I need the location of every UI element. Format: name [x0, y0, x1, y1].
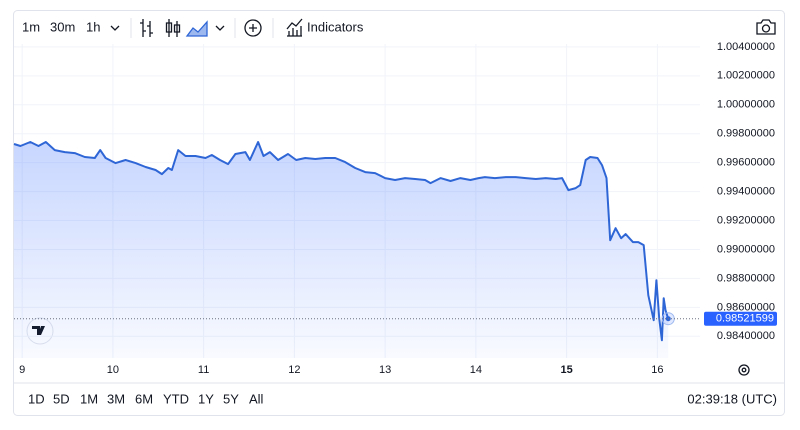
- y-tick-label: 0.99200000: [717, 214, 775, 226]
- y-tick-label: 0.99800000: [717, 128, 775, 140]
- indicators-button[interactable]: Indicators: [307, 19, 364, 34]
- x-tick-label: 15: [560, 364, 572, 376]
- last-price-badge: [704, 311, 777, 326]
- range-button[interactable]: 1M: [80, 391, 98, 406]
- price-line: [13, 141, 670, 342]
- y-tick-label: 0.99000000: [717, 243, 775, 255]
- y-tick-label: 0.99600000: [717, 157, 775, 169]
- candles-icon[interactable]: [165, 19, 181, 37]
- x-tick-label: 12: [288, 364, 300, 376]
- y-tick-label: 1.00200000: [717, 70, 775, 82]
- settings-icon[interactable]: [738, 364, 750, 376]
- area: [14, 142, 669, 358]
- y-tick-label: 0.98600000: [717, 301, 775, 313]
- interval-button[interactable]: 1m: [22, 19, 40, 34]
- x-tick-label: 9: [19, 364, 25, 376]
- snapshot-icon[interactable]: [756, 19, 776, 35]
- y-tick-label: 0.99400000: [717, 186, 775, 198]
- x-tick-label: 11: [198, 364, 209, 376]
- last-price-label: 0.98521599: [716, 313, 774, 325]
- y-tick-label: 0.98800000: [717, 272, 775, 284]
- x-tick-label: 14: [470, 364, 482, 376]
- range-button[interactable]: 6M: [135, 391, 153, 406]
- indicators-icon[interactable]: [286, 18, 303, 37]
- y-tick-label: 1.00000000: [717, 99, 775, 111]
- compare-plus: [249, 24, 257, 32]
- range-button[interactable]: 5D: [53, 391, 70, 406]
- snapshot-lens: [761, 24, 771, 33]
- compare-icon[interactable]: [244, 19, 262, 37]
- y-tick-label: 0.98400000: [717, 330, 775, 342]
- range-button[interactable]: 3M: [107, 391, 125, 406]
- x-tick-label: 16: [651, 364, 663, 376]
- x-tick-label: 10: [107, 364, 119, 376]
- x-tick-label: 13: [379, 364, 391, 376]
- area-icon[interactable]: [185, 20, 208, 37]
- clock: 02:39:18 (UTC): [687, 391, 777, 406]
- range-button[interactable]: 5Y: [223, 391, 239, 406]
- interval-button[interactable]: 30m: [50, 19, 75, 34]
- y-tick-label: 1.00400000: [717, 41, 775, 53]
- range-button[interactable]: YTD: [163, 391, 189, 406]
- range-button[interactable]: 1Y: [198, 391, 214, 406]
- interval-menu[interactable]: [110, 25, 120, 31]
- toolbar: Indicators: [110, 18, 776, 38]
- bars-icon[interactable]: [140, 19, 153, 37]
- range-button[interactable]: 1D: [28, 391, 45, 406]
- plot: [13, 44, 700, 358]
- chart-type-menu[interactable]: [215, 25, 225, 31]
- range-button[interactable]: All: [249, 391, 264, 406]
- interval-button[interactable]: 1h: [86, 19, 100, 34]
